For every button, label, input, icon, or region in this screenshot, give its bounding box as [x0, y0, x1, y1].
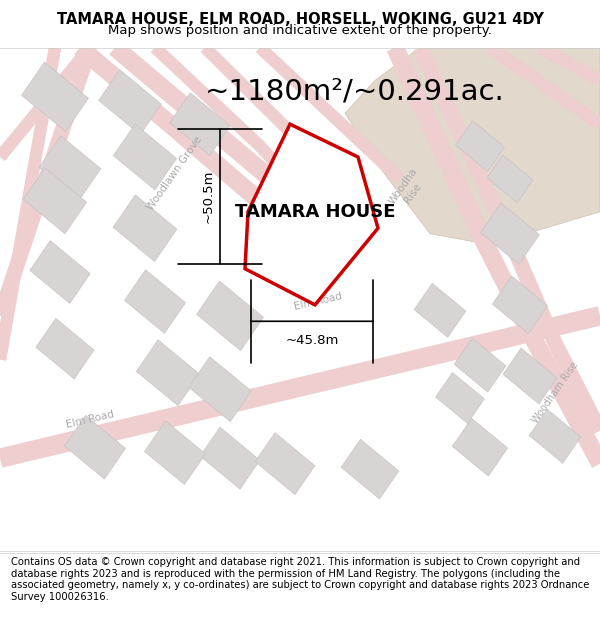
Polygon shape — [30, 241, 90, 303]
Text: ~45.8m: ~45.8m — [286, 334, 338, 348]
Polygon shape — [341, 439, 399, 499]
Polygon shape — [503, 348, 557, 404]
Text: Map shows position and indicative extent of the property.: Map shows position and indicative extent… — [108, 24, 492, 37]
Polygon shape — [136, 340, 200, 406]
Polygon shape — [23, 168, 86, 234]
Polygon shape — [170, 93, 230, 156]
Polygon shape — [452, 418, 508, 476]
Text: Contains OS data © Crown copyright and database right 2021. This information is : Contains OS data © Crown copyright and d… — [11, 557, 589, 602]
Polygon shape — [36, 318, 94, 379]
Polygon shape — [113, 124, 176, 190]
Polygon shape — [189, 357, 251, 422]
Text: Woodham Rise: Woodham Rise — [530, 360, 580, 425]
Polygon shape — [22, 62, 88, 131]
Polygon shape — [414, 283, 466, 338]
Polygon shape — [145, 421, 205, 484]
Text: ~50.5m: ~50.5m — [202, 169, 215, 223]
Polygon shape — [99, 70, 161, 135]
Text: Elm Road: Elm Road — [293, 291, 343, 312]
Polygon shape — [529, 409, 581, 463]
Polygon shape — [454, 338, 506, 392]
Polygon shape — [255, 432, 315, 494]
Polygon shape — [125, 270, 185, 333]
Polygon shape — [487, 155, 533, 202]
Polygon shape — [39, 136, 101, 200]
Polygon shape — [345, 48, 600, 244]
Text: TAMARA HOUSE, ELM ROAD, HORSELL, WOKING, GU21 4DY: TAMARA HOUSE, ELM ROAD, HORSELL, WOKING,… — [56, 12, 544, 27]
Text: TAMARA HOUSE: TAMARA HOUSE — [235, 202, 395, 221]
Polygon shape — [197, 281, 263, 351]
Polygon shape — [113, 195, 177, 261]
Text: Woodha
Rise: Woodha Rise — [387, 166, 429, 213]
Polygon shape — [436, 372, 484, 423]
Text: Elm Road: Elm Road — [65, 409, 115, 430]
Polygon shape — [455, 121, 505, 171]
Polygon shape — [65, 416, 125, 479]
Polygon shape — [200, 428, 260, 489]
Polygon shape — [245, 124, 378, 305]
Text: Woodlawn Grove: Woodlawn Grove — [146, 134, 204, 212]
Polygon shape — [481, 203, 539, 264]
Polygon shape — [493, 276, 548, 334]
Text: ~1180m²/~0.291ac.: ~1180m²/~0.291ac. — [205, 78, 505, 105]
